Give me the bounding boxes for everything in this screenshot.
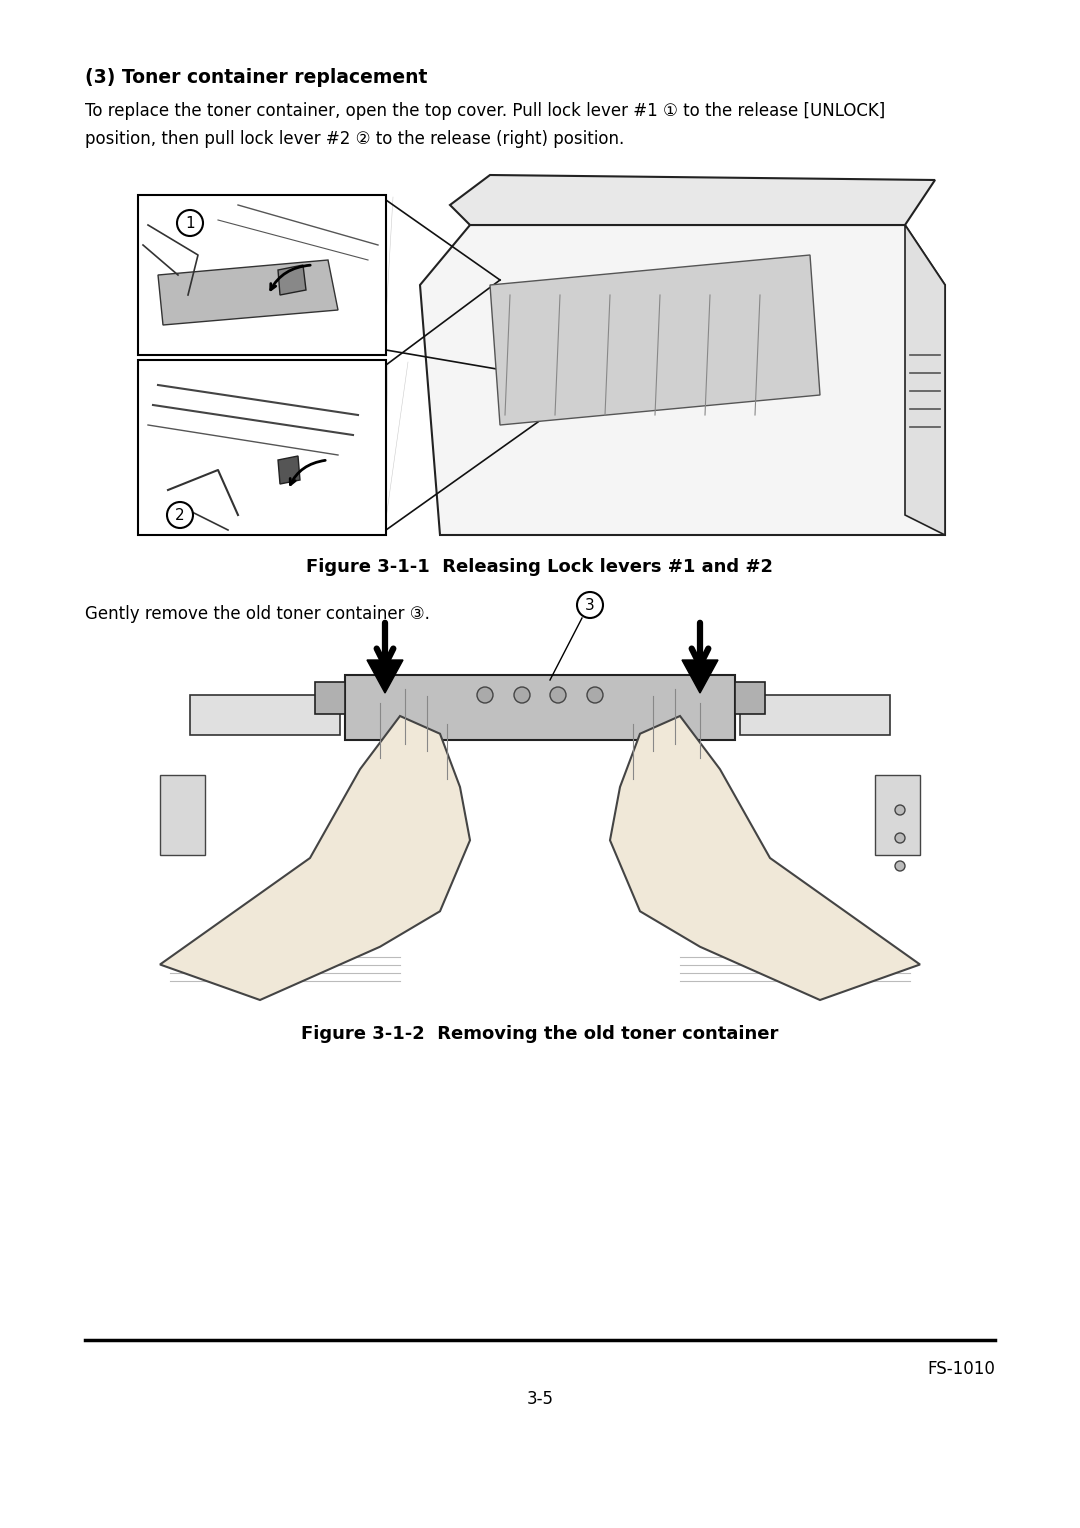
Bar (315, 681, 345, 714)
Polygon shape (420, 225, 945, 535)
Polygon shape (740, 695, 890, 735)
Polygon shape (190, 695, 340, 735)
Polygon shape (450, 176, 935, 225)
Polygon shape (681, 660, 718, 694)
Text: 2: 2 (175, 507, 185, 523)
Circle shape (514, 688, 530, 703)
Bar (345, 675, 735, 740)
Text: Gently remove the old toner container ③.: Gently remove the old toner container ③. (85, 605, 430, 623)
Text: 3: 3 (585, 597, 595, 613)
Text: 1: 1 (185, 215, 194, 231)
Circle shape (550, 688, 566, 703)
Circle shape (167, 503, 193, 529)
Text: Figure 3-1-2  Removing the old toner container: Figure 3-1-2 Removing the old toner cont… (301, 1025, 779, 1044)
Bar (735, 681, 765, 714)
Bar (160, 775, 205, 856)
Bar (138, 196, 386, 354)
Text: (3) Toner container replacement: (3) Toner container replacement (85, 69, 428, 87)
Circle shape (895, 860, 905, 871)
Polygon shape (367, 660, 403, 694)
Polygon shape (158, 260, 338, 325)
Text: FS-1010: FS-1010 (927, 1360, 995, 1378)
Text: Figure 3-1-1  Releasing Lock levers #1 and #2: Figure 3-1-1 Releasing Lock levers #1 an… (307, 558, 773, 576)
Text: 3-5: 3-5 (527, 1390, 554, 1407)
Bar (138, 361, 386, 535)
Polygon shape (610, 717, 920, 999)
Polygon shape (278, 455, 300, 484)
Bar (875, 775, 920, 856)
Circle shape (477, 688, 492, 703)
Text: position, then pull lock lever #2 ② to the release (right) position.: position, then pull lock lever #2 ② to t… (85, 130, 624, 148)
Text: To replace the toner container, open the top cover. Pull lock lever #1 ① to the : To replace the toner container, open the… (85, 102, 886, 121)
Polygon shape (905, 225, 945, 535)
Circle shape (177, 209, 203, 235)
Circle shape (895, 805, 905, 814)
Polygon shape (278, 264, 306, 295)
Polygon shape (490, 255, 820, 425)
Circle shape (577, 591, 603, 617)
Circle shape (895, 833, 905, 843)
Polygon shape (160, 717, 470, 999)
Circle shape (588, 688, 603, 703)
